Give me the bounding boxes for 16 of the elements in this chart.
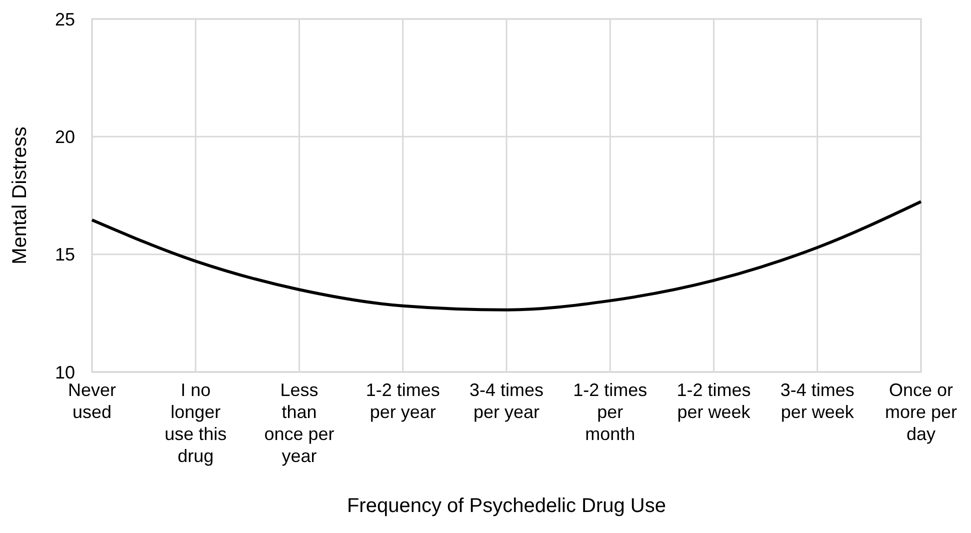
x-tick-label: 1-2 times per year xyxy=(366,380,440,422)
x-tick-label: 3-4 times per year xyxy=(469,380,544,422)
x-tick-label: I no longer use this drug xyxy=(164,380,227,466)
x-tick-label: Less than once per year xyxy=(264,380,334,466)
y-axis-title: Mental Distress xyxy=(9,126,31,264)
y-tick-label: 25 xyxy=(54,9,75,30)
x-tick-label: 1-2 times per week xyxy=(676,380,752,422)
x-axis-title: Frequency of Psychedelic Drug Use xyxy=(346,495,666,517)
y-tick-label: 20 xyxy=(54,126,75,147)
x-tick-label: Never used xyxy=(68,380,116,422)
x-tick-label: Once or more per day xyxy=(884,380,958,444)
line-series xyxy=(90,200,922,312)
y-tick-label: 15 xyxy=(54,244,75,265)
y-tick-label: 10 xyxy=(54,362,75,382)
x-tick-label: 1-2 times per month xyxy=(573,380,648,444)
x-tick-label: 3-4 times per week xyxy=(780,380,855,422)
